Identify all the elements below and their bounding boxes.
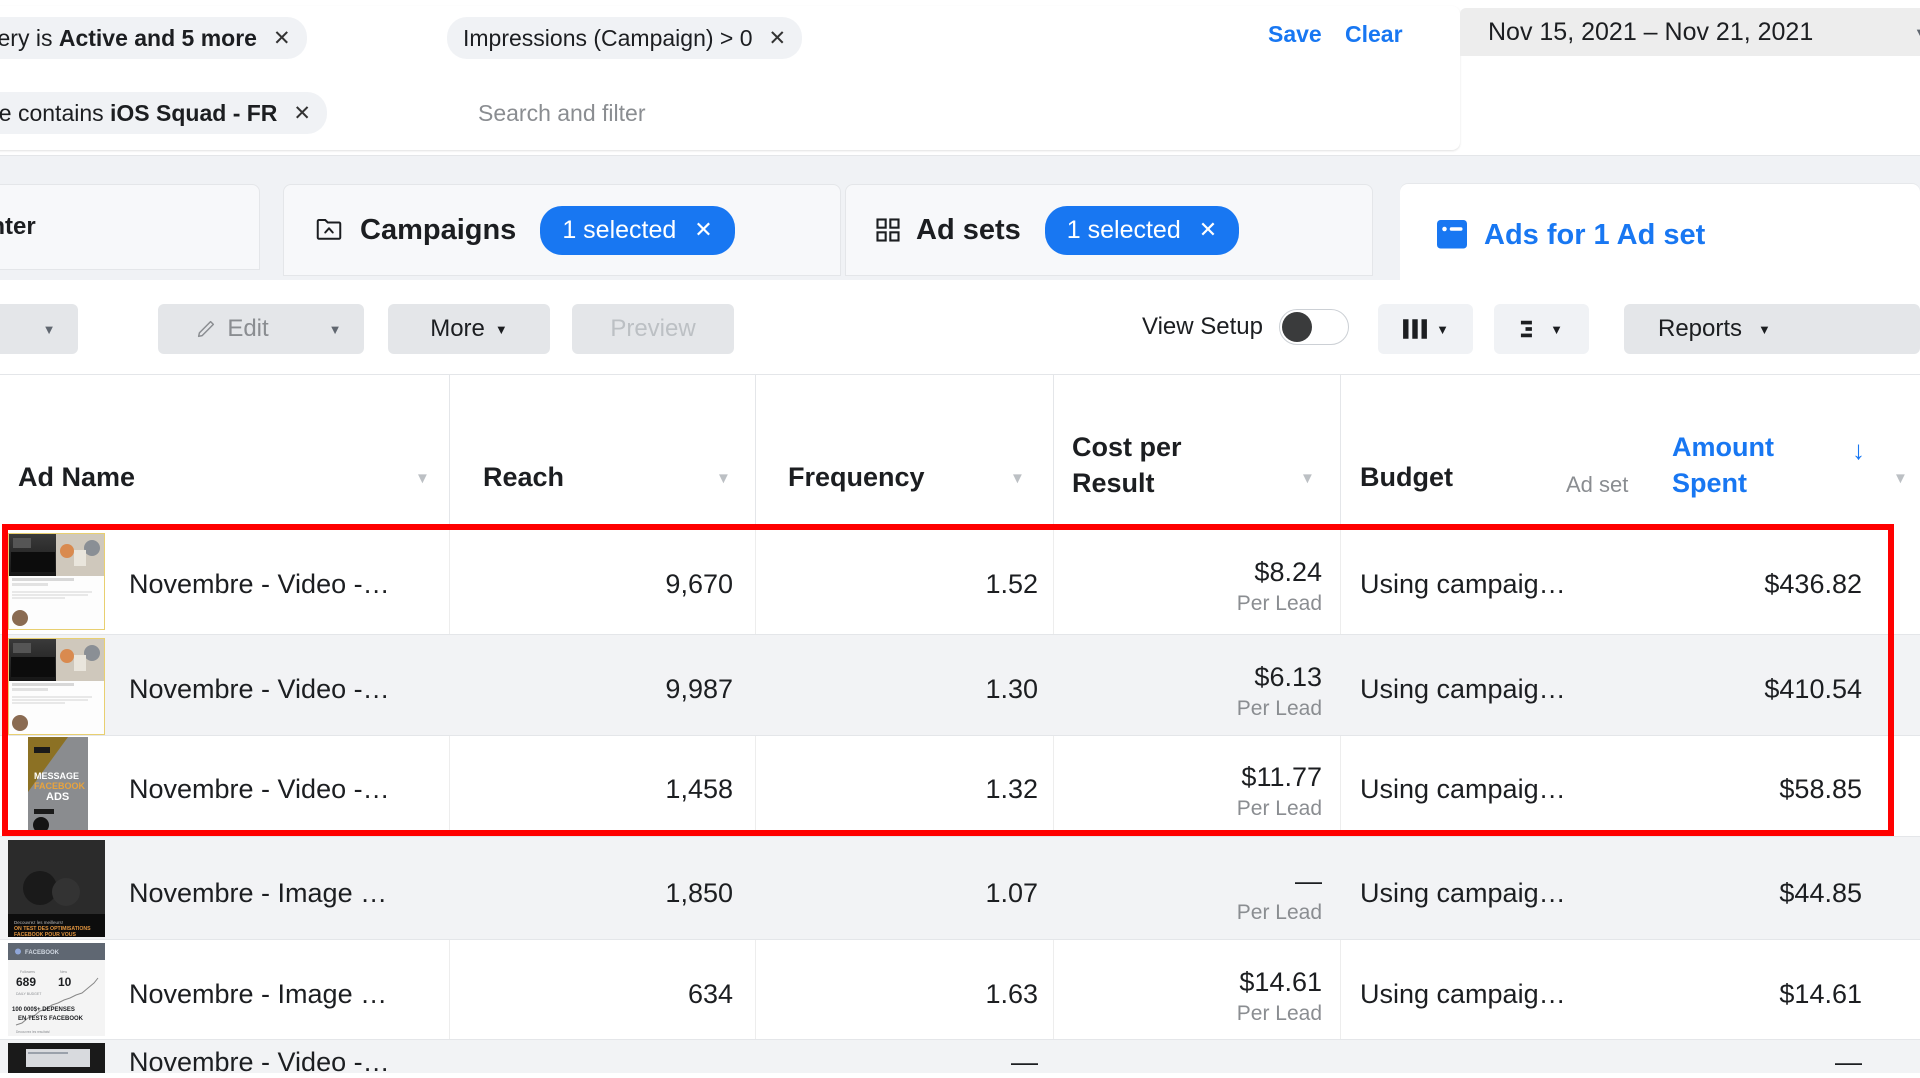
svg-text:New: New: [60, 970, 67, 974]
svg-text:DAILY BUDGET: DAILY BUDGET: [16, 992, 42, 996]
svg-text:FACEBOOK POUR VOUS: FACEBOOK POUR VOUS: [14, 932, 77, 937]
svg-text:FACEBOOK: FACEBOOK: [34, 781, 86, 791]
svg-text:689: 689: [16, 975, 36, 989]
svg-text:10: 10: [58, 975, 72, 989]
svg-text:Followers: Followers: [20, 970, 35, 974]
svg-text:MESSAGE: MESSAGE: [34, 771, 79, 781]
svg-text:Decouvrez les resultats!: Decouvrez les resultats!: [16, 1030, 50, 1034]
svg-text:Decouvrez les meilleurs!: Decouvrez les meilleurs!: [14, 920, 63, 925]
svg-text:FACEBOOK: FACEBOOK: [25, 950, 60, 956]
svg-text:ADS: ADS: [46, 791, 69, 803]
